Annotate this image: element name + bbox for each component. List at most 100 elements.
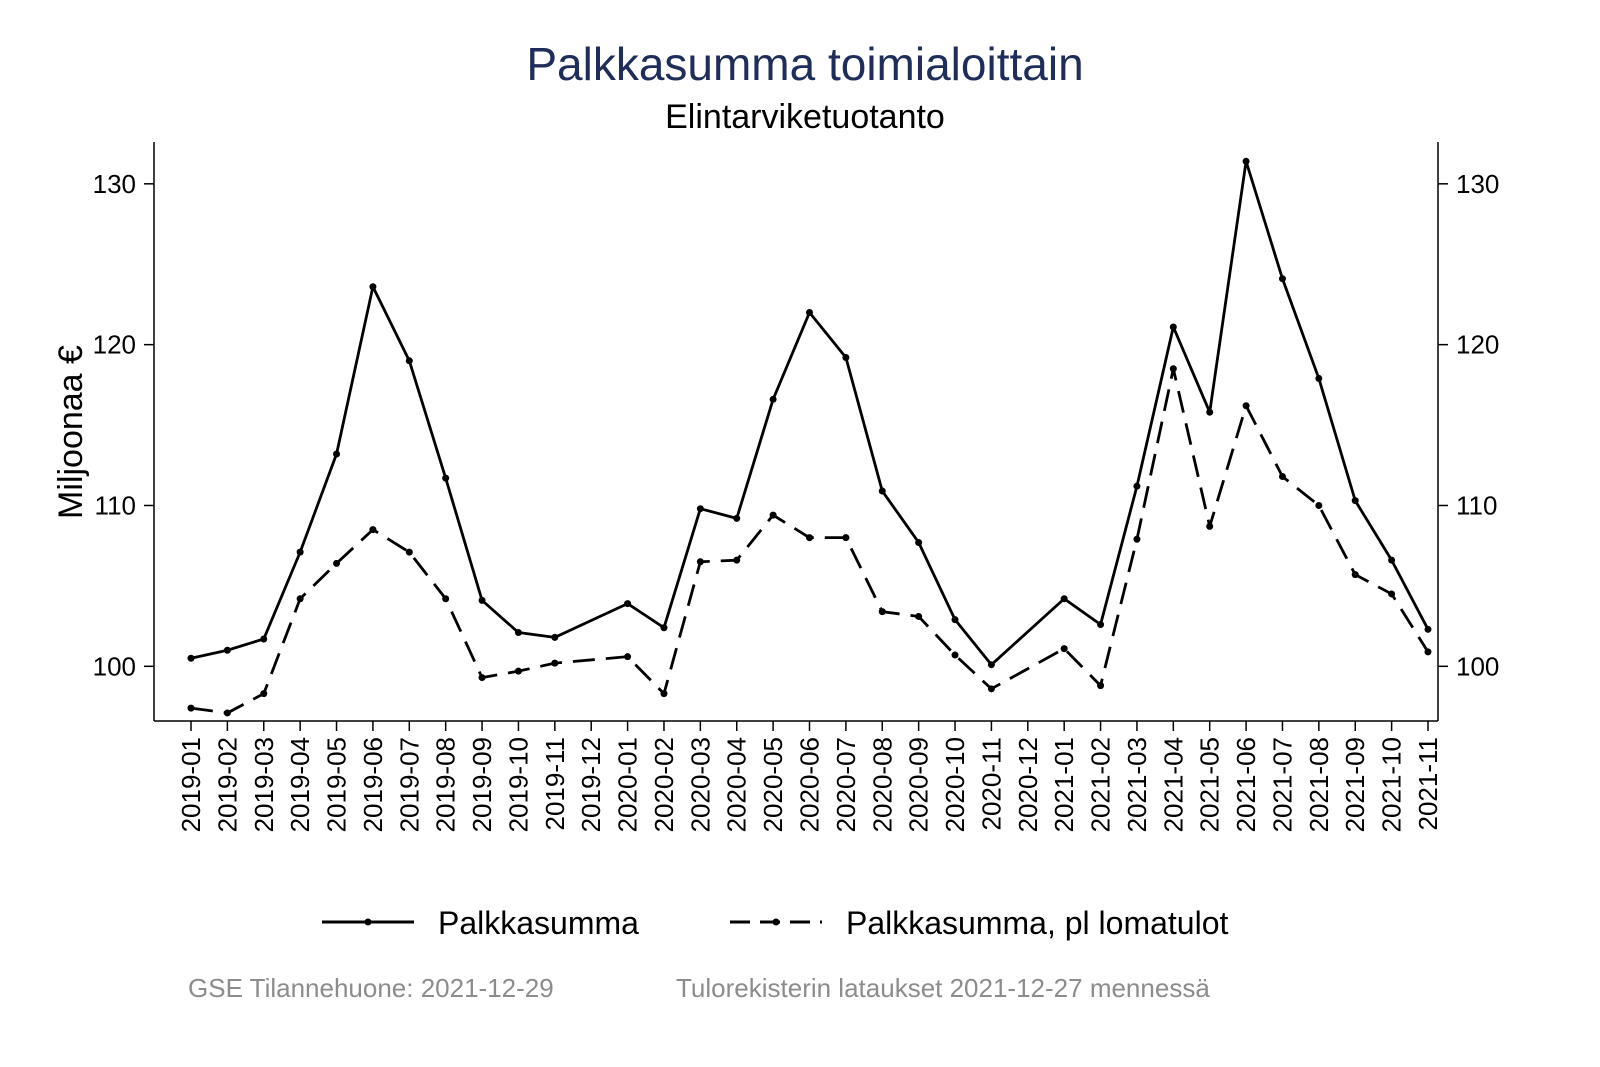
data-point — [223, 709, 231, 717]
x-tick-label: 2020-01 — [613, 737, 643, 832]
x-tick-label: 2021-10 — [1377, 737, 1407, 832]
legend: Palkkasumma Palkkasumma, pl lomatulot — [322, 905, 1228, 941]
data-point — [915, 538, 923, 546]
footer-source: GSE Tilannehuone: 2021-12-29 — [188, 973, 554, 1003]
y-tick-label: 130 — [93, 169, 136, 199]
data-point — [769, 511, 777, 519]
data-point — [951, 651, 959, 659]
data-point — [878, 608, 886, 616]
x-tick-label: 2021-07 — [1267, 737, 1297, 832]
data-point — [1133, 482, 1141, 490]
series-line-palkkasumma — [190, 159, 1430, 667]
x-tick-label: 2019-02 — [212, 737, 242, 832]
y-tick-label-right: 110 — [1456, 490, 1497, 520]
x-tick-label: 2019-11 — [540, 737, 570, 831]
data-point — [624, 600, 632, 608]
legend-marker — [364, 918, 372, 926]
data-point — [842, 354, 850, 362]
x-tick-label: 2021-09 — [1340, 737, 1370, 832]
x-tick-label: 2021-11 — [1413, 737, 1443, 831]
x-tick-label: 2019-03 — [249, 737, 279, 832]
data-point — [260, 690, 268, 698]
data-point — [1388, 556, 1396, 564]
data-point — [842, 534, 850, 542]
data-point — [1242, 402, 1250, 410]
data-point — [1133, 535, 1141, 543]
data-point — [442, 474, 450, 482]
y-tick-label: 120 — [93, 330, 136, 360]
x-tick-label: 2020-06 — [795, 737, 825, 832]
x-tick-label: 2020-12 — [1013, 737, 1043, 832]
data-point — [442, 595, 450, 603]
legend-label-pl-lomatulot: Palkkasumma, pl lomatulot — [846, 905, 1228, 941]
data-point — [660, 624, 668, 632]
data-point — [624, 653, 632, 661]
data-point — [951, 616, 959, 624]
x-tick-label: 2019-10 — [503, 737, 533, 832]
data-point — [1206, 408, 1214, 416]
x-tick-label: 2019-09 — [467, 737, 497, 832]
data-point — [696, 505, 704, 513]
data-point — [1278, 275, 1286, 283]
data-point — [514, 629, 522, 637]
x-tick-label: 2019-07 — [394, 737, 424, 832]
x-tick-label: 2021-05 — [1195, 737, 1225, 832]
data-point — [696, 558, 704, 566]
data-point — [296, 548, 304, 556]
x-tick-label: 2021-06 — [1231, 737, 1261, 832]
data-point — [551, 633, 559, 641]
x-tick-label: 2020-10 — [940, 737, 970, 832]
data-point — [1169, 365, 1177, 373]
data-point — [1424, 625, 1432, 633]
footer-note: Tulorekisterin lataukset 2021-12-27 menn… — [676, 973, 1210, 1003]
x-tick-label: 2020-04 — [722, 737, 752, 832]
data-point — [987, 685, 995, 693]
x-tick-label: 2020-11 — [976, 737, 1006, 831]
x-tick-label: 2019-06 — [358, 737, 388, 832]
data-point — [1351, 497, 1359, 505]
x-tick-label: 2019-01 — [176, 737, 206, 832]
data-point — [1097, 621, 1105, 628]
y-tick-label-right: 100 — [1456, 651, 1499, 681]
data-point — [333, 559, 341, 567]
data-point — [187, 654, 195, 662]
data-point — [1242, 157, 1250, 165]
data-point — [333, 450, 341, 458]
data-point — [478, 674, 486, 682]
chart-title: Palkkasumma toimialoittain — [526, 38, 1083, 90]
data-point — [1315, 374, 1323, 382]
data-point — [405, 548, 413, 556]
data-point — [806, 308, 813, 316]
y-tick-label: 110 — [95, 490, 136, 520]
x-tick-label: 2021-03 — [1122, 737, 1152, 832]
y-tick-label: 100 — [93, 651, 136, 681]
data-point — [1169, 323, 1177, 331]
data-point — [260, 635, 268, 643]
chart-subtitle: Elintarviketuotanto — [665, 98, 945, 136]
data-point — [1206, 522, 1214, 530]
data-point — [987, 661, 995, 669]
data-point — [478, 596, 486, 604]
data-point — [551, 659, 559, 667]
data-point — [1060, 595, 1068, 603]
x-tick-label: 2019-12 — [576, 737, 606, 832]
x-tick-label: 2021-08 — [1304, 737, 1334, 832]
data-point — [187, 704, 195, 712]
x-tick-label: 2019-05 — [322, 737, 352, 832]
data-point — [878, 487, 886, 495]
x-tick-label: 2020-09 — [904, 737, 934, 832]
data-point — [1278, 473, 1286, 481]
x-tick-label: 2021-02 — [1086, 737, 1116, 832]
data-point — [806, 534, 813, 542]
data-point — [1060, 645, 1068, 653]
data-point — [915, 612, 923, 620]
legend-label-palkkasumma: Palkkasumma — [438, 905, 639, 941]
data-point — [514, 667, 522, 675]
data-point — [1097, 682, 1105, 690]
x-tick-label: 2020-03 — [685, 737, 715, 832]
data-point — [1315, 501, 1323, 509]
data-point — [1424, 648, 1432, 656]
data-point — [296, 595, 304, 603]
x-tick-label: 2021-01 — [1049, 737, 1079, 832]
